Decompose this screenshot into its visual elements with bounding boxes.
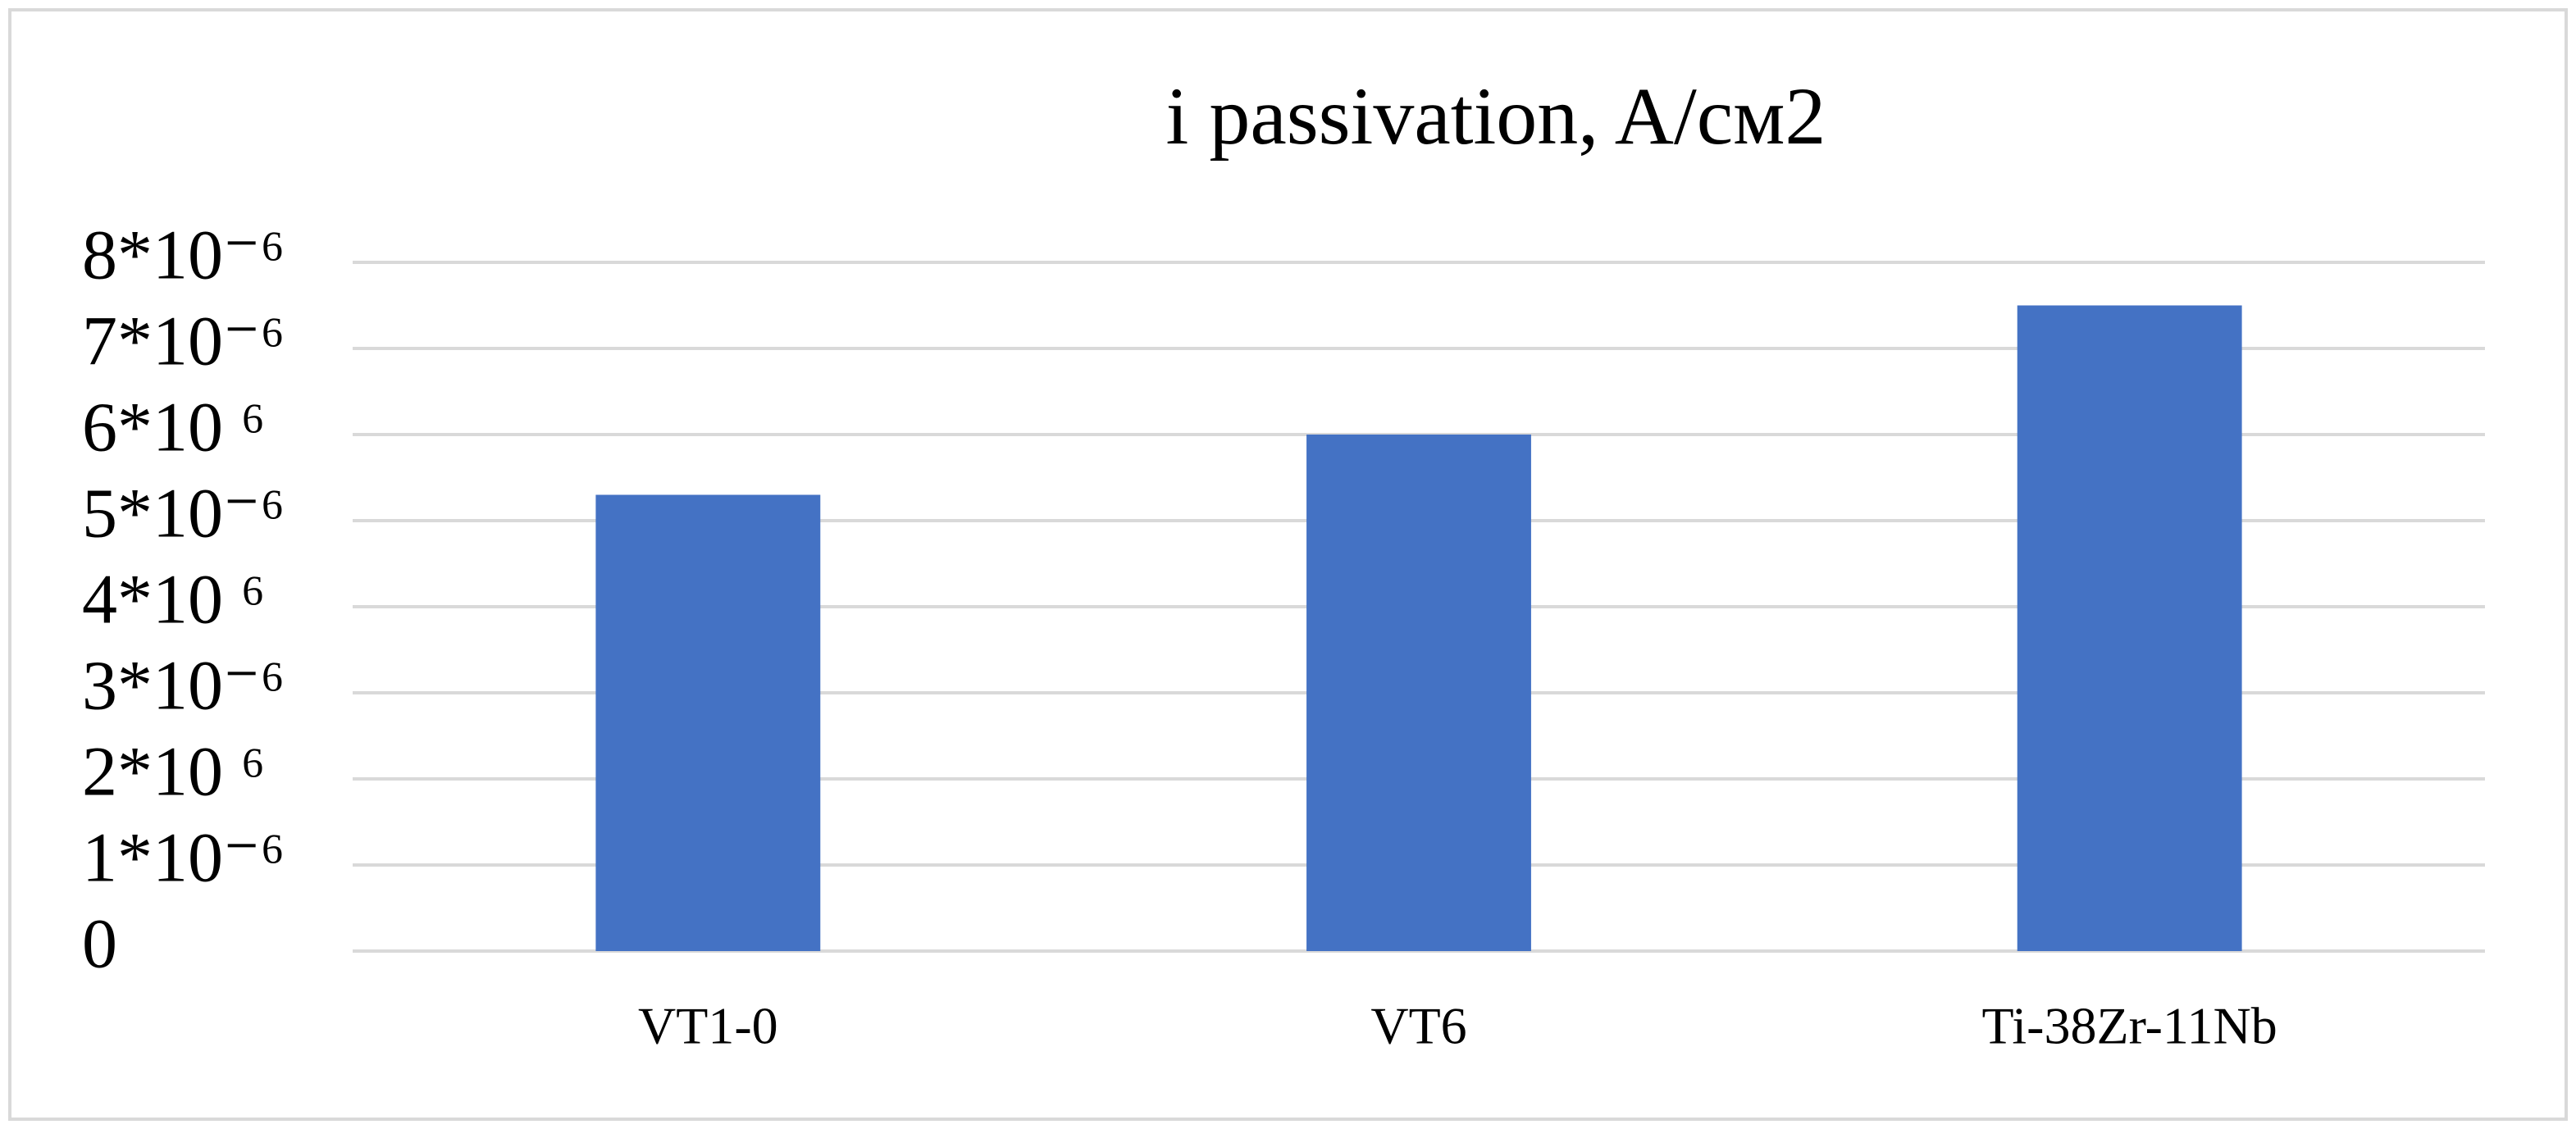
y-tick-label: 6*10 ⁶ xyxy=(82,388,265,467)
y-tick-label: 2*10 ⁶ xyxy=(82,732,265,811)
bar xyxy=(595,494,821,951)
x-tick-label: Ti-38Zr-11Nb xyxy=(1982,997,2277,1055)
y-tick-label: 1*10⁻⁶ xyxy=(82,818,285,897)
y-tick-label: 5*10⁻⁶ xyxy=(82,474,285,553)
y-tick-label: 4*10 ⁶ xyxy=(82,560,265,639)
y-tick-label: 8*10⁻⁶ xyxy=(82,216,285,294)
x-tick-label: VT6 xyxy=(1370,997,1466,1055)
bar xyxy=(2017,305,2242,951)
y-tick-label: 3*10⁻⁶ xyxy=(82,646,285,725)
y-tick-label: 0 xyxy=(82,904,117,983)
chart-title: i passivation, A/см2 xyxy=(1166,71,1826,162)
y-tick-label: 7*10⁻⁶ xyxy=(82,302,285,380)
bar xyxy=(1306,435,1531,951)
x-tick-label: VT1-0 xyxy=(638,997,778,1055)
